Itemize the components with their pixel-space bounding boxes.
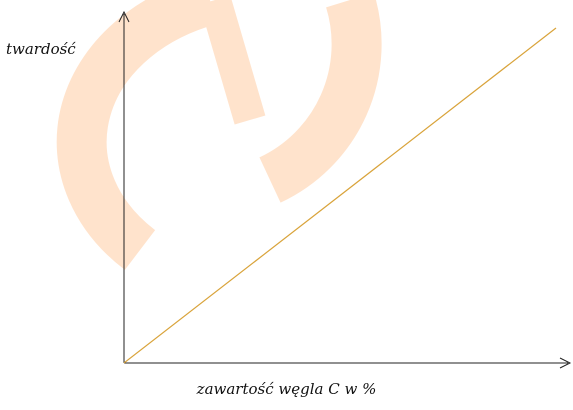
series-layer bbox=[123, 27, 557, 364]
watermark-logo bbox=[56, 0, 382, 270]
y-axis-arrow bbox=[118, 10, 130, 23]
series-line-0 bbox=[123, 27, 557, 364]
x-axis-label: zawartość węgla C w % bbox=[196, 380, 377, 398]
y-axis-label: twardość bbox=[6, 40, 76, 58]
watermark-arc-left bbox=[56, 0, 217, 270]
watermark-arc-right bbox=[258, 0, 382, 203]
axes bbox=[118, 10, 572, 369]
watermark-bar bbox=[199, 0, 266, 125]
x-axis-arrow bbox=[559, 357, 572, 369]
